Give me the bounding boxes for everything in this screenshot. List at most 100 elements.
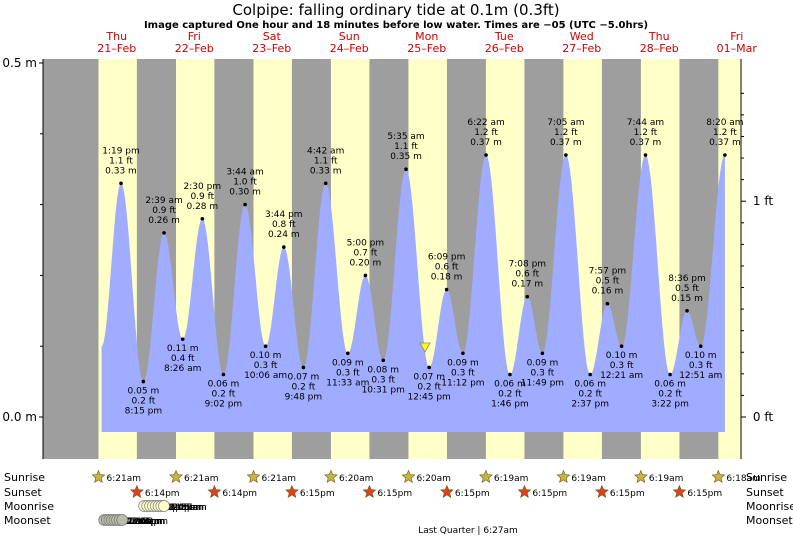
tide-m: 0.37 m [470,138,502,148]
tide-ft: 0.7 ft [354,248,378,258]
chart-title: Colpipe: falling ordinary tide at 0.1m (… [232,1,559,19]
tide-m: 0.37 m [630,138,662,148]
tide-time: 3:44 pm [265,210,303,220]
day-header-dow: Sun [339,30,360,43]
tide-m: 0.06 m [574,380,606,390]
tide-point [564,153,568,157]
tide-point [643,153,648,157]
sunrise-time: 6:19am [571,474,606,484]
sunset-icon [129,484,144,498]
tide-time: 12:45 pm [408,392,451,402]
sunset-time: 6:15pm [687,489,722,499]
sunrise-time: 6:20am [416,474,451,484]
tide-ft: 1.2 ft [634,128,658,138]
right-tick-label: 0 ft [753,410,773,424]
tide-time: 8:36 pm [668,274,706,284]
day-header-date: 28–Feb [640,42,679,55]
tide-point [243,202,247,207]
sunrise-time: 6:18am [726,474,761,484]
left-tick-label: 0.5 m [2,56,37,70]
tide-time: 7:57 pm [589,267,627,277]
day-header-date: 23–Feb [252,42,291,55]
tide-point [141,379,146,384]
sunrise-icon [556,469,571,483]
tide-m: 0.24 m [268,230,300,240]
sunrise-icon [324,469,338,483]
tide-point [282,245,286,249]
tide-point [180,337,185,341]
tide-ft: 0.2 ft [578,390,602,400]
tide-point [381,358,386,363]
tide-time: 9:48 pm [285,392,323,402]
tide-m: 0.09 m [447,358,479,368]
tide-point [668,372,672,377]
tide-ft: 0.2 ft [498,390,522,400]
moonset-time: 12:04pm [125,517,165,527]
tide-time: 11:12 pm [441,378,484,388]
tide-m: 0.10 m [606,351,638,361]
tide-m: 0.35 m [390,152,422,162]
day-header-date: 22–Feb [175,42,214,55]
moonset-row-label-left: Moonset [4,514,51,527]
tide-time: 4:42 am [307,146,344,156]
tide-point [427,365,431,370]
day-header-date: 01–Mar [717,42,758,55]
tide-ft: 0.4 ft [171,354,195,364]
tide-ft: 1.1 ft [314,156,338,166]
moonset-icon [116,514,129,526]
tide-ft: 0.2 ft [212,390,236,400]
tide-time: 10:31 pm [362,385,405,395]
day-header-dow: Sat [263,30,282,43]
sunset-icon [672,484,687,498]
tide-m: 0.06 m [208,380,240,390]
moonrise-time: 10:20pm [158,503,198,513]
tide-m: 0.06 m [654,380,686,390]
moonset-time: 1:41pm [130,517,165,527]
tide-time: 2:37 pm [571,400,609,410]
moonset-time: 8:07am [112,517,147,527]
sunrise-icon [401,469,416,483]
tide-point [619,344,624,349]
tide-time: 7:08 pm [509,260,547,270]
tide-point [723,153,727,157]
sunset-time: 6:15pm [300,489,335,499]
tide-m: 0.16 m [592,287,624,297]
tide-point [162,231,166,235]
tide-time: 10:06 am [244,371,287,381]
now-marker-triangle [419,342,431,353]
tide-time: 5:35 am [387,132,424,142]
day-headers: Thu21–FebFri22–FebSat23–FebSun24–FebMon2… [97,30,757,55]
tide-point [508,372,512,377]
tide-time: 7:44 am [627,118,664,128]
moonrise-time: 8:30pm [152,503,187,513]
sunrise-icon [711,469,726,483]
tide-m: 0.10 m [250,351,282,361]
tide-m: 0.11 m [167,344,199,354]
sunrise-time: 6:20am [339,474,374,484]
day-header-date: 27–Feb [562,42,601,55]
tide-point [605,301,610,306]
tide-time: 2:30 pm [184,182,222,192]
tide-m: 0.06 m [494,380,526,390]
moonrise-row-label-left: Moonrise [4,500,54,513]
sunrise-icon [633,469,648,483]
tide-point [461,351,465,356]
chart-subtitle: Image captured One hour and 18 minutes b… [144,20,648,31]
tide-point [221,372,226,377]
tide-time: 8:20 am [706,118,743,128]
day-header-dow: Wed [570,30,594,43]
tide-time: 8:26 am [164,364,201,374]
tide-point [540,351,545,356]
sunrise-icon [169,469,183,483]
sunset-time: 6:15pm [610,489,645,499]
moonrise-icon [158,500,170,512]
day-header-dow: Thu [648,30,670,43]
tide-ft: 0.2 ft [292,382,316,392]
sunset-icon [207,484,222,498]
tide-time: 11:49 pm [521,378,564,388]
tide-ft: 0.5 ft [675,284,699,294]
tide-ft: 0.8 ft [272,220,296,230]
sunset-icon [595,484,609,498]
tide-m: 0.07 m [413,372,445,382]
tide-ft: 0.3 ft [451,368,475,378]
